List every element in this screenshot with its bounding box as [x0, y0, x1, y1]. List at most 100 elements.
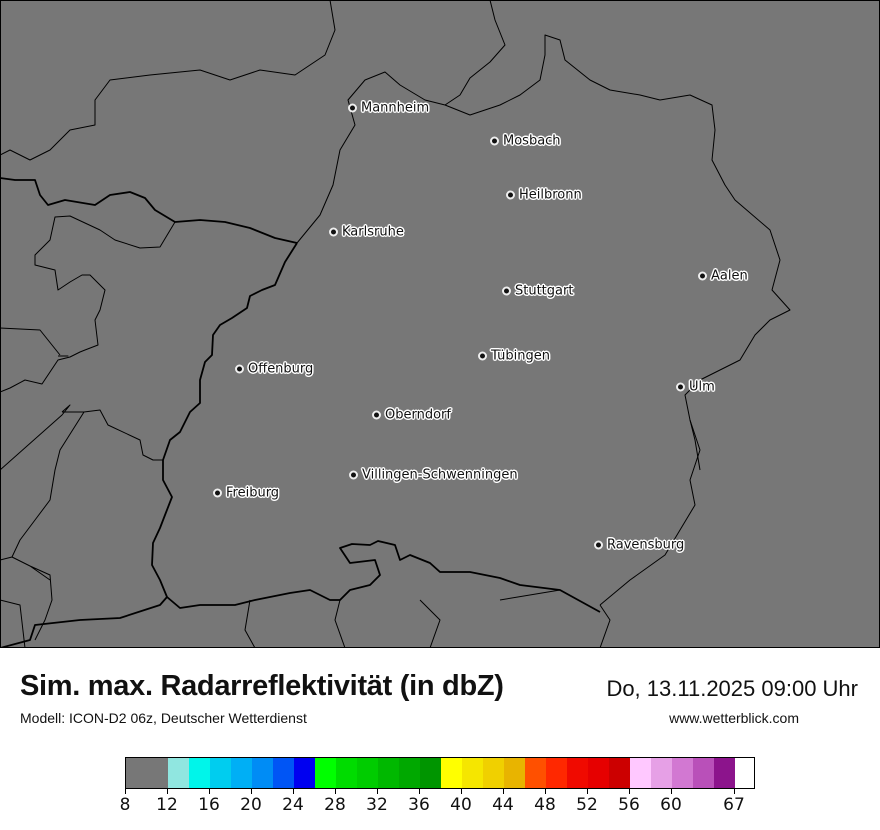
tick-mark	[293, 789, 294, 794]
forecast-datetime: Do, 13.11.2025 09:00 Uhr	[606, 676, 858, 701]
tick-mark	[734, 789, 735, 794]
website-link: www.wetterblick.com	[669, 710, 799, 726]
tick-mark	[125, 789, 126, 794]
tick-label: 48	[534, 795, 556, 815]
city-label: Mosbach	[503, 133, 561, 149]
color-scale-segment	[147, 758, 168, 788]
color-scale-segment	[378, 758, 399, 788]
tick-label: 56	[618, 795, 640, 815]
tick-mark	[335, 789, 336, 794]
city-label: Tübingen	[491, 348, 550, 364]
city-marker-villingen-schwenningen: Villingen-Schwenningen	[349, 468, 518, 483]
city-marker-mosbach: Mosbach	[490, 134, 561, 149]
city-marker-heilbronn: Heilbronn	[506, 188, 582, 203]
color-scale-segment	[630, 758, 651, 788]
map-borders	[0, 0, 880, 648]
color-scale-segment	[504, 758, 525, 788]
city-dot-icon	[329, 227, 338, 237]
city-label: Offenburg	[248, 361, 314, 377]
city-dot-icon	[478, 351, 487, 361]
tick-mark	[167, 789, 168, 794]
city-marker-mannheim: Mannheim	[348, 101, 429, 116]
color-scale-segment	[273, 758, 294, 788]
tick-label: 44	[492, 795, 514, 815]
city-dot-icon	[235, 364, 244, 374]
city-label: Ravensburg	[607, 537, 685, 553]
radar-map: Mannheim Mosbach Heilbronn Karlsruhe Aal…	[0, 0, 880, 648]
color-scale-segment	[126, 758, 147, 788]
tick-label: 67	[723, 795, 745, 815]
tick-label: 36	[408, 795, 430, 815]
color-scale-segment	[336, 758, 357, 788]
color-scale-segment	[525, 758, 546, 788]
color-scale-segment	[315, 758, 336, 788]
tick-mark	[671, 789, 672, 794]
color-scale-segment	[189, 758, 210, 788]
city-dot-icon	[502, 286, 511, 296]
color-scale-segment	[168, 758, 189, 788]
color-scale-segment	[588, 758, 609, 788]
map-title: Sim. max. Radarreflektivität (in dbZ)	[20, 670, 504, 702]
state-border-baden-wuerttemberg	[296, 0, 791, 606]
city-dot-icon	[676, 382, 685, 392]
city-label: Karlsruhe	[342, 224, 404, 240]
border-rhine	[151, 242, 298, 598]
tick-mark	[377, 789, 378, 794]
color-scale-segment	[567, 758, 588, 788]
color-scale-segment	[294, 758, 315, 788]
city-dot-icon	[372, 410, 381, 420]
tick-label: 20	[240, 795, 262, 815]
city-dot-icon	[348, 103, 357, 113]
color-scale-segment	[672, 758, 693, 788]
city-marker-tuebingen: Tübingen	[478, 349, 550, 364]
tick-label: 32	[366, 795, 388, 815]
city-label: Heilbronn	[519, 187, 582, 203]
city-label: Freiburg	[226, 485, 280, 501]
city-label: Ulm	[689, 379, 715, 395]
city-dot-icon	[506, 190, 515, 200]
tick-label: 12	[156, 795, 178, 815]
city-marker-aalen: Aalen	[698, 269, 748, 284]
tick-mark	[587, 789, 588, 794]
color-scale-segment	[483, 758, 504, 788]
city-marker-stuttgart: Stuttgart	[502, 284, 573, 299]
color-scale-segment	[609, 758, 630, 788]
region-border-north	[0, 0, 336, 161]
city-dot-icon	[213, 488, 222, 498]
city-marker-ulm: Ulm	[676, 380, 715, 395]
city-label: Mannheim	[361, 100, 430, 116]
model-info: Modell: ICON-D2 06z, Deutscher Wetterdie…	[20, 710, 307, 726]
tick-mark	[503, 789, 504, 794]
tick-mark	[419, 789, 420, 794]
color-scale-bar	[125, 757, 755, 789]
tick-label: 16	[198, 795, 220, 815]
tick-mark	[461, 789, 462, 794]
tick-mark	[545, 789, 546, 794]
color-scale-segment	[357, 758, 378, 788]
city-label: Stuttgart	[515, 283, 574, 299]
region-border-east	[0, 419, 701, 648]
city-dot-icon	[490, 136, 499, 146]
city-marker-oberndorf: Oberndorf	[372, 408, 451, 423]
tick-label: 40	[450, 795, 472, 815]
color-scale-segment	[714, 758, 735, 788]
color-scale-segment	[651, 758, 672, 788]
color-scale-segment	[693, 758, 714, 788]
city-label: Oberndorf	[385, 407, 451, 423]
city-marker-freiburg: Freiburg	[213, 486, 279, 501]
tick-mark	[629, 789, 630, 794]
region-border-alsace	[0, 215, 176, 641]
tick-label: 28	[324, 795, 346, 815]
border-switzerland	[0, 540, 601, 648]
tick-mark	[251, 789, 252, 794]
tick-label: 60	[660, 795, 682, 815]
tick-mark	[209, 789, 210, 794]
tick-label: 52	[576, 795, 598, 815]
border-france-germany-north	[0, 177, 298, 244]
city-dot-icon	[349, 470, 358, 480]
tick-label: 24	[282, 795, 304, 815]
city-dot-icon	[594, 540, 603, 550]
city-label: Aalen	[711, 268, 748, 284]
color-scale-segment	[399, 758, 420, 788]
color-scale-segment	[252, 758, 273, 788]
